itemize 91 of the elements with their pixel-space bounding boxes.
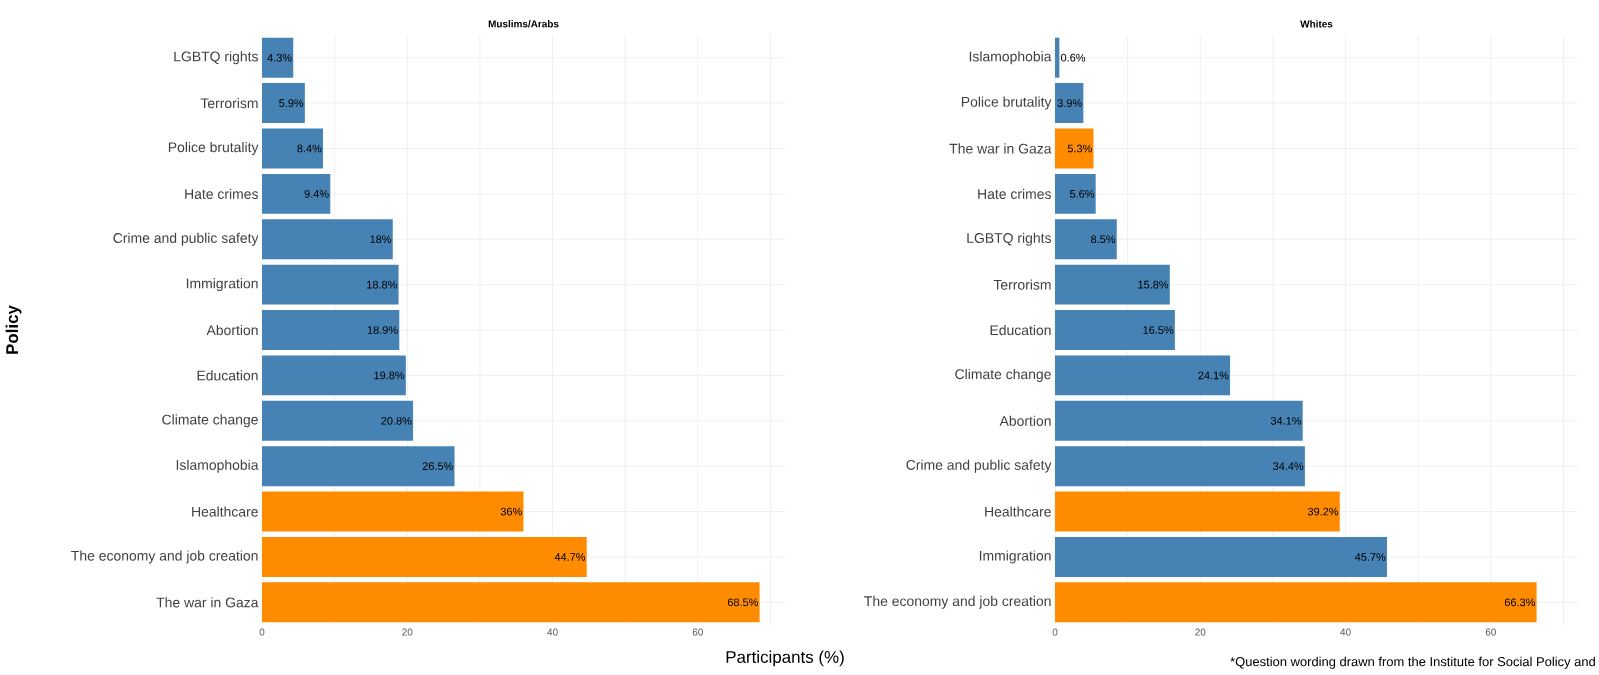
- x-tick-label: 40: [1340, 628, 1351, 636]
- y-tick-label: Terrorism: [200, 97, 258, 109]
- data-label: 20.8%: [381, 416, 412, 425]
- y-tick-label: Climate change: [162, 414, 258, 428]
- data-label: 16.5%: [1143, 326, 1174, 334]
- bar: [1055, 173, 1096, 214]
- data-label: 68.5%: [727, 598, 758, 607]
- data-label: 15.8%: [1138, 280, 1169, 289]
- bar: [262, 582, 760, 623]
- bar: [262, 491, 524, 532]
- chart-title: Whites: [1300, 20, 1333, 28]
- x-tick-label: 0: [1052, 628, 1058, 636]
- bar: [262, 446, 455, 487]
- data-label: 4.3%: [267, 53, 292, 62]
- bar: [262, 400, 414, 441]
- data-label: 3.9%: [1057, 99, 1082, 107]
- data-label: 18.9%: [367, 326, 398, 334]
- bar: [1055, 264, 1170, 305]
- bar: [1055, 355, 1231, 396]
- data-label: 34.1%: [1270, 416, 1302, 425]
- y-tick-label: Hate crimes: [185, 188, 258, 199]
- chart-title: Muslims/Arabs: [488, 20, 559, 28]
- y-tick-label: Immigration: [186, 278, 258, 292]
- y-axis-title: Policy: [5, 305, 22, 354]
- y-tick-label: The economy and job creation: [71, 550, 258, 564]
- x-tick-label: 20: [402, 628, 413, 636]
- y-tick-label: Healthcare: [192, 506, 258, 517]
- y-tick-label: The economy and job creation: [864, 595, 1051, 609]
- data-label: 19.8%: [374, 371, 405, 380]
- bar: [1055, 582, 1537, 623]
- y-tick-label: Abortion: [999, 415, 1051, 426]
- data-label: 5.3%: [1067, 144, 1092, 153]
- y-tick-label: LGBTQ rights: [967, 232, 1051, 246]
- data-label: 18.8%: [367, 280, 397, 289]
- bar: [262, 310, 400, 350]
- bar: [1055, 37, 1060, 78]
- bar: [1055, 310, 1175, 350]
- y-tick-label: Abortion: [206, 324, 258, 336]
- y-tick-label: Crime and public safety: [113, 232, 259, 246]
- data-label: 8.4%: [297, 144, 322, 153]
- y-tick-label: Islamophobia: [176, 459, 259, 473]
- y-tick-label: The war in Gaza: [949, 143, 1052, 154]
- data-label: 66.3%: [1504, 598, 1536, 607]
- bar: [262, 355, 406, 396]
- y-tick-label: Hate crimes: [978, 188, 1051, 199]
- y-tick-label: Crime and public safety: [906, 459, 1052, 473]
- data-label: 18%: [370, 235, 392, 244]
- y-tick-label: LGBTQ rights: [174, 51, 258, 65]
- data-label: 44.7%: [554, 553, 586, 561]
- bar: [1055, 446, 1305, 487]
- y-tick-label: Education: [197, 370, 258, 381]
- x-tick-label: 60: [1485, 628, 1496, 636]
- bar: [262, 219, 393, 260]
- y-tick-label: Immigration: [979, 550, 1051, 564]
- data-label: 34.4%: [1273, 462, 1304, 471]
- bar: [262, 37, 294, 78]
- data-label: 39.2%: [1307, 507, 1339, 516]
- data-label: 26.5%: [422, 462, 453, 471]
- x-tick-label: 40: [547, 628, 558, 636]
- data-label: 24.1%: [1198, 371, 1229, 380]
- y-tick-label: Police brutality: [961, 96, 1052, 110]
- x-tick-label: 60: [692, 628, 703, 636]
- x-tick-label: 0: [259, 628, 265, 636]
- data-label: 45.7%: [1354, 553, 1386, 561]
- y-tick-label: The war in Gaza: [156, 597, 259, 608]
- data-label: 5.6%: [1069, 189, 1095, 198]
- bar: [262, 83, 305, 124]
- y-tick-label: Islamophobia: [969, 51, 1052, 65]
- y-tick-label: Education: [990, 324, 1051, 336]
- y-tick-label: Police brutality: [168, 141, 259, 155]
- bar: [1055, 536, 1387, 577]
- bar: [1055, 491, 1340, 532]
- bar: [1055, 400, 1303, 441]
- bar: [262, 536, 587, 577]
- data-label: 36%: [500, 507, 522, 516]
- bar: [262, 264, 399, 305]
- text: *Question wording drawn from the Institute for Social Policy and: [1230, 656, 1595, 669]
- bar: [1055, 83, 1084, 124]
- data-label: 0.6%: [1060, 53, 1086, 62]
- data-label: 9.4%: [304, 189, 329, 198]
- y-tick-label: Climate change: [955, 368, 1051, 382]
- x-tick-label: 20: [1195, 628, 1206, 636]
- bar: [262, 128, 324, 169]
- bar: [1055, 128, 1094, 169]
- x-axis-title: Participants (%): [726, 650, 844, 667]
- bar: [262, 173, 331, 214]
- bar: [1055, 219, 1117, 260]
- data-label: 8.5%: [1091, 235, 1116, 244]
- y-tick-label: Terrorism: [993, 279, 1051, 290]
- data-label: 5.9%: [279, 99, 304, 107]
- y-tick-label: Healthcare: [985, 506, 1051, 517]
